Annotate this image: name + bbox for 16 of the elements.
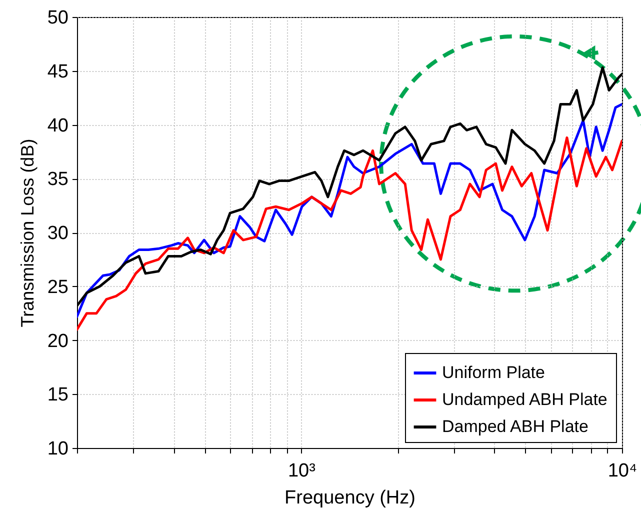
- y-tick-label: 20: [47, 330, 68, 352]
- y-tick-label: 50: [47, 8, 68, 28]
- y-tick-label: 40: [47, 115, 68, 136]
- y-tick-label: 15: [47, 384, 68, 406]
- y-tick-label: 45: [47, 61, 68, 82]
- y-tick-label: 30: [47, 223, 68, 244]
- y-axis-title: Transmission Loss (dB): [17, 138, 38, 328]
- y-tick-label: 35: [47, 169, 68, 190]
- x-tick-label: 10⁴: [608, 460, 638, 482]
- legend-label: Undamped ABH Plate: [442, 390, 608, 409]
- legend-label: Uniform Plate: [442, 363, 545, 382]
- y-tick-label: 25: [47, 276, 68, 298]
- x-axis-title: Frequency (Hz): [284, 488, 416, 508]
- x-tick-label: 10³: [288, 460, 316, 482]
- legend-label: Damped ABH Plate: [442, 417, 588, 436]
- y-tick-label: 10: [47, 438, 68, 460]
